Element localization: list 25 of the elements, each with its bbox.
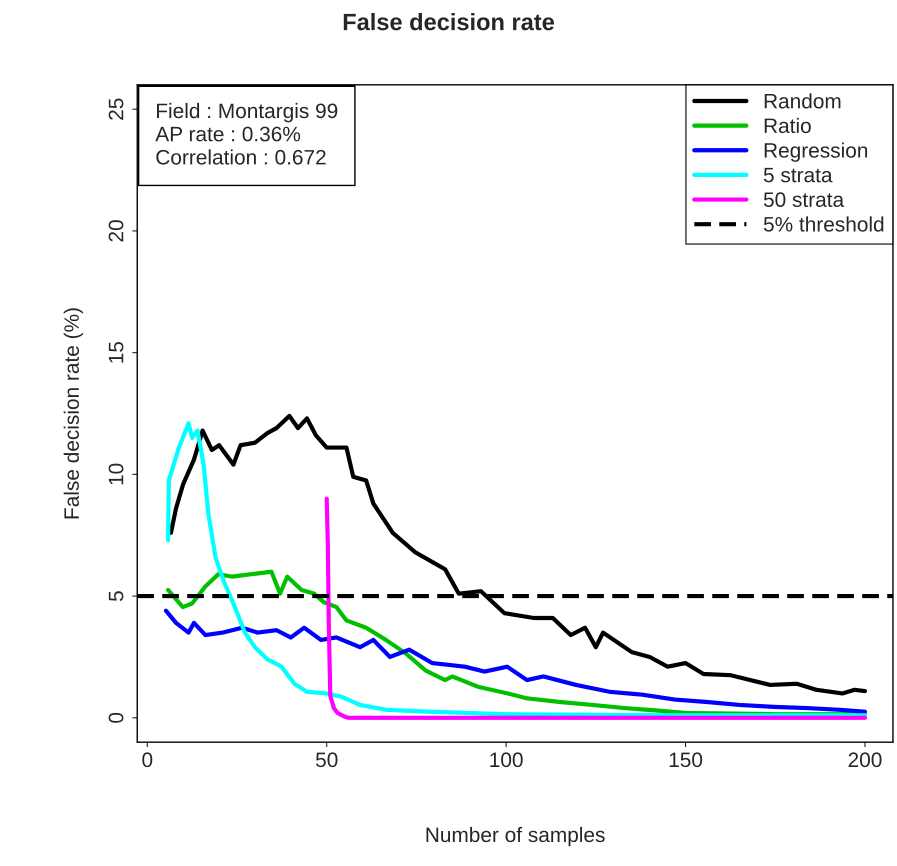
annotation: AP rate : 0.36% <box>155 126 300 142</box>
x-tick-label: 50 <box>316 752 338 768</box>
y-axis-title: False decision rate (%) <box>64 308 84 518</box>
x-tick-label: 100 <box>490 752 523 768</box>
y-tick-label: 0 <box>108 712 124 723</box>
x-axis-title: Number of samples <box>426 826 605 846</box>
x-tick-label: 150 <box>670 752 702 768</box>
legend-label: 5% threshold <box>764 216 884 232</box>
line-series <box>324 496 868 720</box>
annotation: Correlation : 0.672 <box>156 149 326 165</box>
x-tick-label: 200 <box>848 752 882 768</box>
x-tick-label: 0 <box>142 752 152 768</box>
y-tick-label: 15 <box>108 342 124 363</box>
legend-label: Regression <box>764 142 868 162</box>
line-series <box>164 608 868 714</box>
legend-label: 50 strata <box>764 192 844 208</box>
legend-label: Ratio <box>764 118 811 134</box>
y-tick-label: 5 <box>108 591 124 602</box>
y-tick-label: 20 <box>108 220 124 242</box>
legend-label: 5 strata <box>764 168 833 182</box>
chart-title: False decision rate <box>344 12 554 30</box>
legend-label: Random <box>764 93 840 109</box>
y-tick-label: 25 <box>108 98 124 120</box>
annotation: Field : Montargis 99 <box>157 102 338 122</box>
y-tick-label: 10 <box>108 464 124 484</box>
